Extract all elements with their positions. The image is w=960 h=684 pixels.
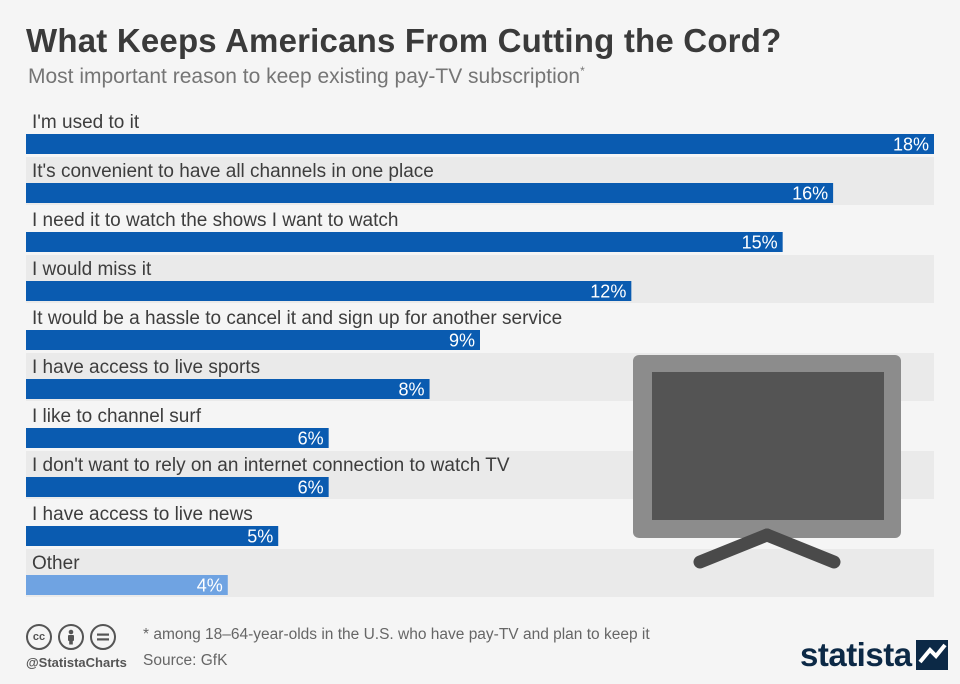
category-label: I like to channel surf	[32, 406, 202, 427]
subtitle-footnote-marker: *	[580, 64, 585, 78]
value-label: 6%	[298, 478, 324, 498]
footnote: * among 18–64-year-olds in the U.S. who …	[143, 626, 650, 643]
value-label: 4%	[197, 576, 223, 596]
bar	[26, 526, 279, 546]
statista-logo[interactable]: statista	[800, 636, 948, 674]
bars: I'm used to it 18% It's convenient to have…	[26, 112, 934, 596]
category-label: Other	[32, 553, 80, 574]
value-label: 8%	[399, 380, 425, 400]
tv-stand-left	[693, 528, 774, 569]
category-label: It would be a hassle to cancel it and si…	[32, 308, 562, 329]
value-label: 16%	[792, 184, 828, 204]
bar	[26, 232, 783, 252]
value-label: 6%	[298, 429, 324, 449]
tv-stand-right	[760, 528, 841, 569]
chart-title: What Keeps Americans From Cutting the Co…	[26, 22, 782, 59]
value-label: 5%	[247, 527, 273, 547]
statista-wordmark: statista	[800, 636, 912, 673]
by-icon	[58, 624, 84, 650]
category-label: I would miss it	[32, 259, 152, 280]
nd-icon	[90, 624, 116, 650]
category-label: It's convenient to have all channels in …	[32, 161, 434, 182]
value-label: 12%	[590, 282, 626, 302]
value-label: 18%	[893, 135, 929, 155]
bar	[26, 575, 228, 595]
category-label: I need it to watch the shows I want to w…	[32, 210, 398, 231]
value-label: 9%	[449, 331, 475, 351]
statista-mark-icon	[915, 640, 948, 670]
bar	[26, 428, 329, 448]
chart-subtitle: Most important reason to keep existing p…	[28, 64, 585, 89]
subtitle-text: Most important reason to keep existing p…	[28, 65, 581, 88]
license-icons: cc	[26, 624, 116, 650]
bar	[26, 281, 632, 301]
source-note: Source: GfK	[143, 652, 228, 669]
bar	[26, 183, 834, 203]
bar	[26, 134, 934, 154]
bar	[26, 330, 480, 350]
television-icon	[633, 355, 901, 569]
tv-screen	[652, 372, 884, 520]
category-label: I don't want to rely on an internet conn…	[32, 455, 510, 476]
category-label: I have access to live news	[32, 504, 253, 525]
bar	[26, 477, 329, 497]
value-label: 15%	[742, 233, 778, 253]
cc-icon: cc	[26, 624, 52, 650]
bar	[26, 379, 430, 399]
category-label: I'm used to it	[32, 112, 140, 133]
statista-charts-handle[interactable]: @StatistaCharts	[26, 655, 127, 670]
category-label: I have access to live sports	[32, 357, 260, 378]
